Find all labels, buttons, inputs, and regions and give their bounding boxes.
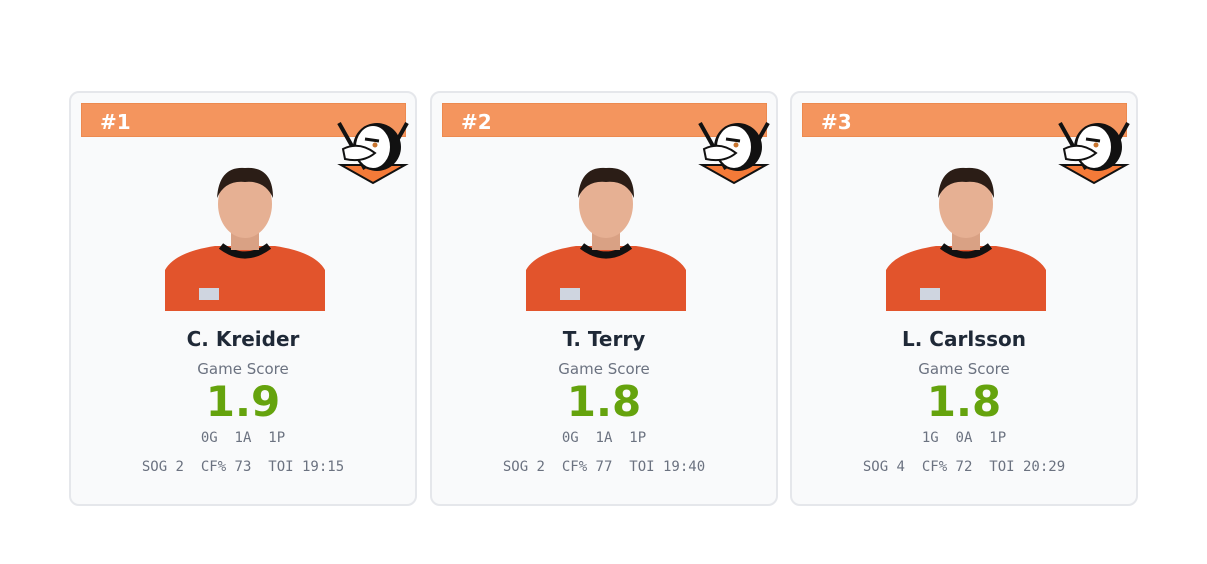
metric-label: Game Score	[558, 360, 650, 378]
rank: #2	[461, 110, 492, 134]
player-photo	[886, 160, 1046, 311]
player-card: #3 L. Carlsson Game Score 1.8 1G 0A 1P S…	[790, 91, 1138, 506]
score: 1.8	[566, 377, 642, 426]
player-card: #1 C. Kreider Game Score 1.9 0G 1A 1P SO…	[69, 91, 417, 506]
team-logo	[1058, 122, 1130, 185]
player-photo	[165, 160, 325, 311]
metric-label: Game Score	[197, 360, 289, 378]
team-logo	[698, 122, 770, 185]
rank-banner: #1	[81, 103, 406, 137]
points-line: 0G 1A 1P	[200, 430, 286, 446]
player-name: L. Carlsson	[902, 327, 1026, 351]
rank: #3	[821, 110, 852, 134]
score: 1.9	[205, 377, 281, 426]
rank: #1	[100, 110, 131, 134]
points-line: 0G 1A 1P	[561, 430, 647, 446]
score: 1.8	[926, 377, 1002, 426]
team-logo	[337, 122, 409, 185]
stats-line: SOG 2 CF% 77 TOI 19:40	[502, 459, 706, 475]
player-card: #2 T. Terry Game Score 1.8 0G 1A 1P SOG …	[430, 91, 778, 506]
player-photo	[526, 160, 686, 311]
rank-banner: #3	[802, 103, 1127, 137]
stats-line: SOG 2 CF% 73 TOI 19:15	[141, 459, 345, 475]
player-name: C. Kreider	[186, 327, 300, 351]
stats-line: SOG 4 CF% 72 TOI 20:29	[862, 459, 1066, 475]
player-name: T. Terry	[562, 327, 646, 351]
points-line: 1G 0A 1P	[921, 430, 1007, 446]
rank-banner: #2	[442, 103, 767, 137]
metric-label: Game Score	[918, 360, 1010, 378]
